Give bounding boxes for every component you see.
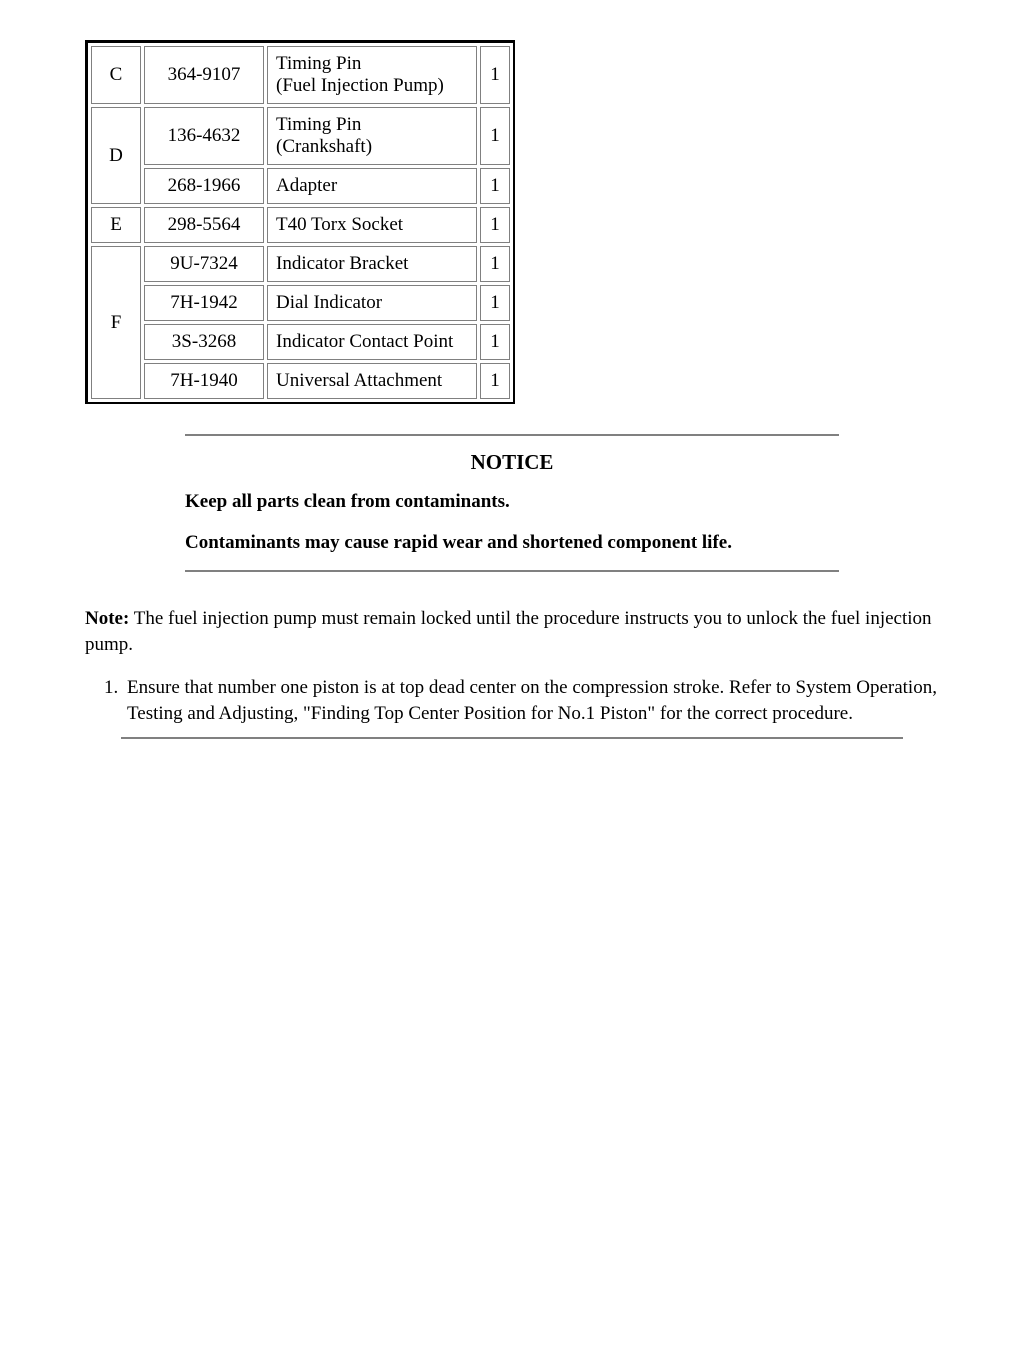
- procedure-steps: Ensure that number one piston is at top …: [89, 675, 939, 726]
- cell-partnum: 136-4632: [144, 107, 264, 165]
- cell-desc: Universal Attachment: [267, 363, 477, 399]
- cell-letter: C: [91, 46, 141, 104]
- table-row: 268-1966Adapter1: [91, 168, 510, 204]
- cell-partnum: 7H-1942: [144, 285, 264, 321]
- cell-desc: Indicator Contact Point: [267, 324, 477, 360]
- cell-qty: 1: [480, 246, 510, 282]
- cell-letter: E: [91, 207, 141, 243]
- cell-qty: 1: [480, 107, 510, 165]
- table-row: F9U-7324Indicator Bracket1: [91, 246, 510, 282]
- note-paragraph: Note: The fuel injection pump must remai…: [85, 606, 939, 657]
- cell-qty: 1: [480, 324, 510, 360]
- notice-body: Keep all parts clean from contaminants. …: [185, 489, 839, 556]
- cell-qty: 1: [480, 207, 510, 243]
- cell-desc: Adapter: [267, 168, 477, 204]
- cell-desc: Timing Pin(Crankshaft): [267, 107, 477, 165]
- cell-partnum: 9U-7324: [144, 246, 264, 282]
- cell-qty: 1: [480, 168, 510, 204]
- cell-desc: T40 Torx Socket: [267, 207, 477, 243]
- notice-line-1: Keep all parts clean from contaminants.: [185, 489, 839, 516]
- parts-table: C364-9107Timing Pin(Fuel Injection Pump)…: [85, 40, 515, 404]
- cell-partnum: 7H-1940: [144, 363, 264, 399]
- notice-block: NOTICE Keep all parts clean from contami…: [185, 434, 839, 572]
- step-rule: [121, 737, 903, 739]
- table-row: 7H-1940Universal Attachment1: [91, 363, 510, 399]
- cell-letter: D: [91, 107, 141, 204]
- step-rule-wrap: [121, 737, 903, 739]
- cell-partnum: 268-1966: [144, 168, 264, 204]
- table-row: E298-5564T40 Torx Socket1: [91, 207, 510, 243]
- cell-qty: 1: [480, 285, 510, 321]
- cell-desc: Timing Pin(Fuel Injection Pump): [267, 46, 477, 104]
- table-row: 7H-1942Dial Indicator1: [91, 285, 510, 321]
- notice-title: NOTICE: [185, 450, 839, 475]
- cell-desc: Indicator Bracket: [267, 246, 477, 282]
- cell-partnum: 3S-3268: [144, 324, 264, 360]
- table-row: D136-4632Timing Pin(Crankshaft)1: [91, 107, 510, 165]
- notice-rule-top: [185, 434, 839, 436]
- table-row: 3S-3268Indicator Contact Point1: [91, 324, 510, 360]
- step-1: Ensure that number one piston is at top …: [123, 675, 939, 726]
- cell-letter: F: [91, 246, 141, 399]
- table-row: C364-9107Timing Pin(Fuel Injection Pump)…: [91, 46, 510, 104]
- cell-partnum: 364-9107: [144, 46, 264, 104]
- note-label: Note:: [85, 608, 129, 629]
- note-text: The fuel injection pump must remain lock…: [85, 608, 932, 655]
- cell-desc: Dial Indicator: [267, 285, 477, 321]
- cell-qty: 1: [480, 363, 510, 399]
- cell-qty: 1: [480, 46, 510, 104]
- cell-partnum: 298-5564: [144, 207, 264, 243]
- notice-line-2: Contaminants may cause rapid wear and sh…: [185, 530, 839, 557]
- notice-rule-bottom: [185, 570, 839, 572]
